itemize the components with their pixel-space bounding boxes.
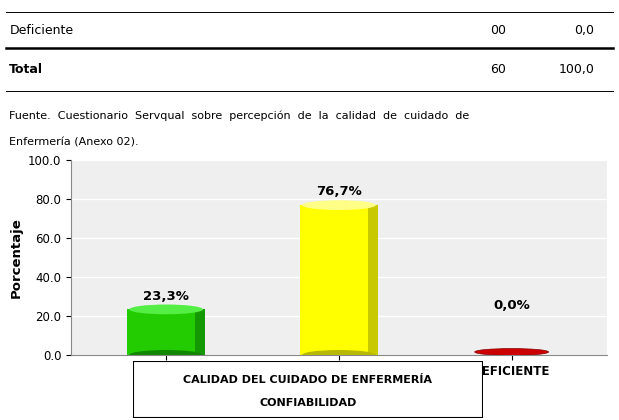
Text: 23,3%: 23,3%: [143, 289, 189, 302]
FancyBboxPatch shape: [133, 361, 483, 418]
Text: CONFIABILIDAD: CONFIABILIDAD: [259, 398, 357, 407]
Text: 100,0: 100,0: [558, 63, 594, 76]
Y-axis label: Porcentaje: Porcentaje: [9, 217, 22, 298]
Bar: [368, 205, 378, 355]
Ellipse shape: [129, 350, 203, 360]
Text: 60: 60: [490, 63, 506, 76]
Ellipse shape: [302, 200, 376, 210]
Text: Deficiente: Deficiente: [9, 24, 74, 37]
Text: 0,0%: 0,0%: [493, 299, 530, 312]
Text: Fuente.  Cuestionario  Servqual  sobre  percepción  de  la  calidad  de  cuidado: Fuente. Cuestionario Servqual sobre perc…: [9, 110, 470, 121]
Ellipse shape: [302, 350, 376, 360]
Ellipse shape: [129, 304, 203, 314]
Bar: [300, 205, 378, 355]
Ellipse shape: [475, 349, 548, 355]
Text: 0,0: 0,0: [574, 24, 594, 37]
Text: CALIDAD DEL CUIDADO DE ENFERMERÍA: CALIDAD DEL CUIDADO DE ENFERMERÍA: [183, 375, 433, 385]
Text: Enfermería (Anexo 02).: Enfermería (Anexo 02).: [9, 138, 139, 148]
Text: 00: 00: [490, 24, 506, 37]
Bar: [128, 310, 205, 355]
Bar: [195, 310, 205, 355]
Text: Total: Total: [9, 63, 43, 76]
Text: 76,7%: 76,7%: [316, 185, 361, 198]
